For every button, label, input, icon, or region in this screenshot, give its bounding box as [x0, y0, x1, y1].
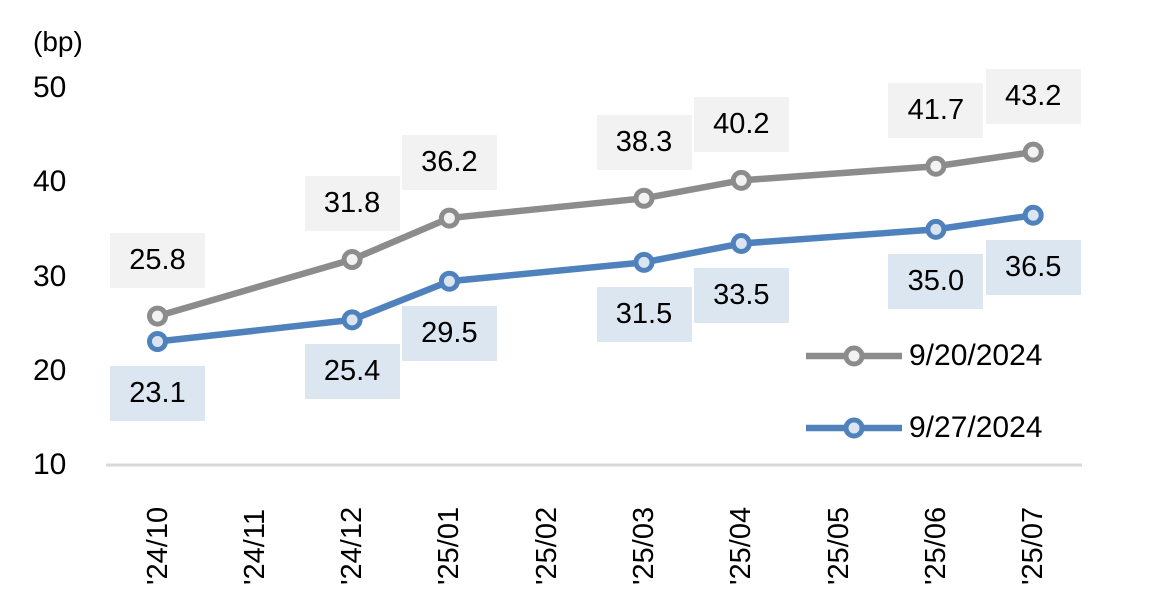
x-axis-tick-label: '24/10 — [141, 506, 174, 585]
data-label: 33.5 — [693, 268, 789, 323]
legend-marker-icon — [806, 417, 902, 439]
legend-label: 9/20/2024 — [909, 339, 1043, 372]
data-label: 36.2 — [401, 134, 497, 190]
y-axis-tick-label: 10 — [33, 448, 67, 481]
x-axis-tick-label: '25/03 — [628, 506, 660, 585]
data-label: 31.8 — [304, 176, 400, 232]
data-point-marker — [341, 309, 363, 331]
legend-item-9-27-2024: 9/27/2024 — [806, 408, 1042, 448]
data-label: 36.5 — [985, 239, 1081, 295]
x-axis-tick-label: '25/05 — [822, 506, 855, 585]
y-axis-tick-label: 50 — [33, 71, 67, 104]
data-point-marker — [147, 305, 168, 327]
data-point-marker — [633, 251, 655, 273]
data-label: 29.5 — [401, 305, 497, 361]
legend: 9/20/2024 9/27/2024 — [806, 336, 1042, 448]
y-axis-tick-label: 40 — [33, 165, 67, 199]
data-point-marker — [925, 218, 947, 240]
x-axis-tick-label: '24/11 — [238, 509, 271, 585]
data-label: 41.7 — [888, 82, 984, 138]
data-point-marker — [730, 169, 752, 191]
data-point-marker — [147, 331, 168, 353]
legend-marker-icon — [806, 345, 902, 367]
data-label: 23.1 — [110, 366, 205, 422]
data-point-marker — [341, 249, 363, 271]
data-point-marker — [633, 187, 655, 209]
data-label: 40.2 — [693, 96, 789, 152]
x-axis-tick-label: '25/07 — [1017, 506, 1050, 585]
data-label: 38.3 — [596, 114, 692, 170]
x-axis-tick-label: '24/12 — [336, 506, 369, 585]
data-label: 43.2 — [985, 68, 1081, 124]
data-point-marker — [1022, 141, 1044, 163]
data-point-marker — [730, 233, 752, 255]
data-point-marker — [438, 207, 460, 229]
x-axis-tick-label: '25/02 — [530, 506, 563, 585]
data-point-marker — [925, 155, 947, 177]
y-axis-tick-label: 20 — [33, 353, 67, 387]
data-label: 31.5 — [596, 286, 692, 342]
data-point-marker — [1022, 204, 1044, 226]
legend-label: 9/27/2024 — [909, 411, 1043, 444]
y-axis-unit-label: (bp) — [33, 26, 83, 57]
x-axis-tick-label: '25/04 — [725, 506, 758, 585]
legend-item-9-20-2024: 9/20/2024 — [806, 336, 1042, 376]
data-label: 35.0 — [888, 253, 984, 309]
x-axis-tick-label: '25/06 — [919, 506, 952, 585]
data-label: 25.4 — [304, 344, 400, 400]
data-label: 25.8 — [110, 232, 205, 288]
data-point-marker — [438, 270, 460, 292]
y-axis-tick-label: 30 — [33, 259, 67, 293]
x-axis-tick-label: '25/01 — [433, 506, 466, 585]
